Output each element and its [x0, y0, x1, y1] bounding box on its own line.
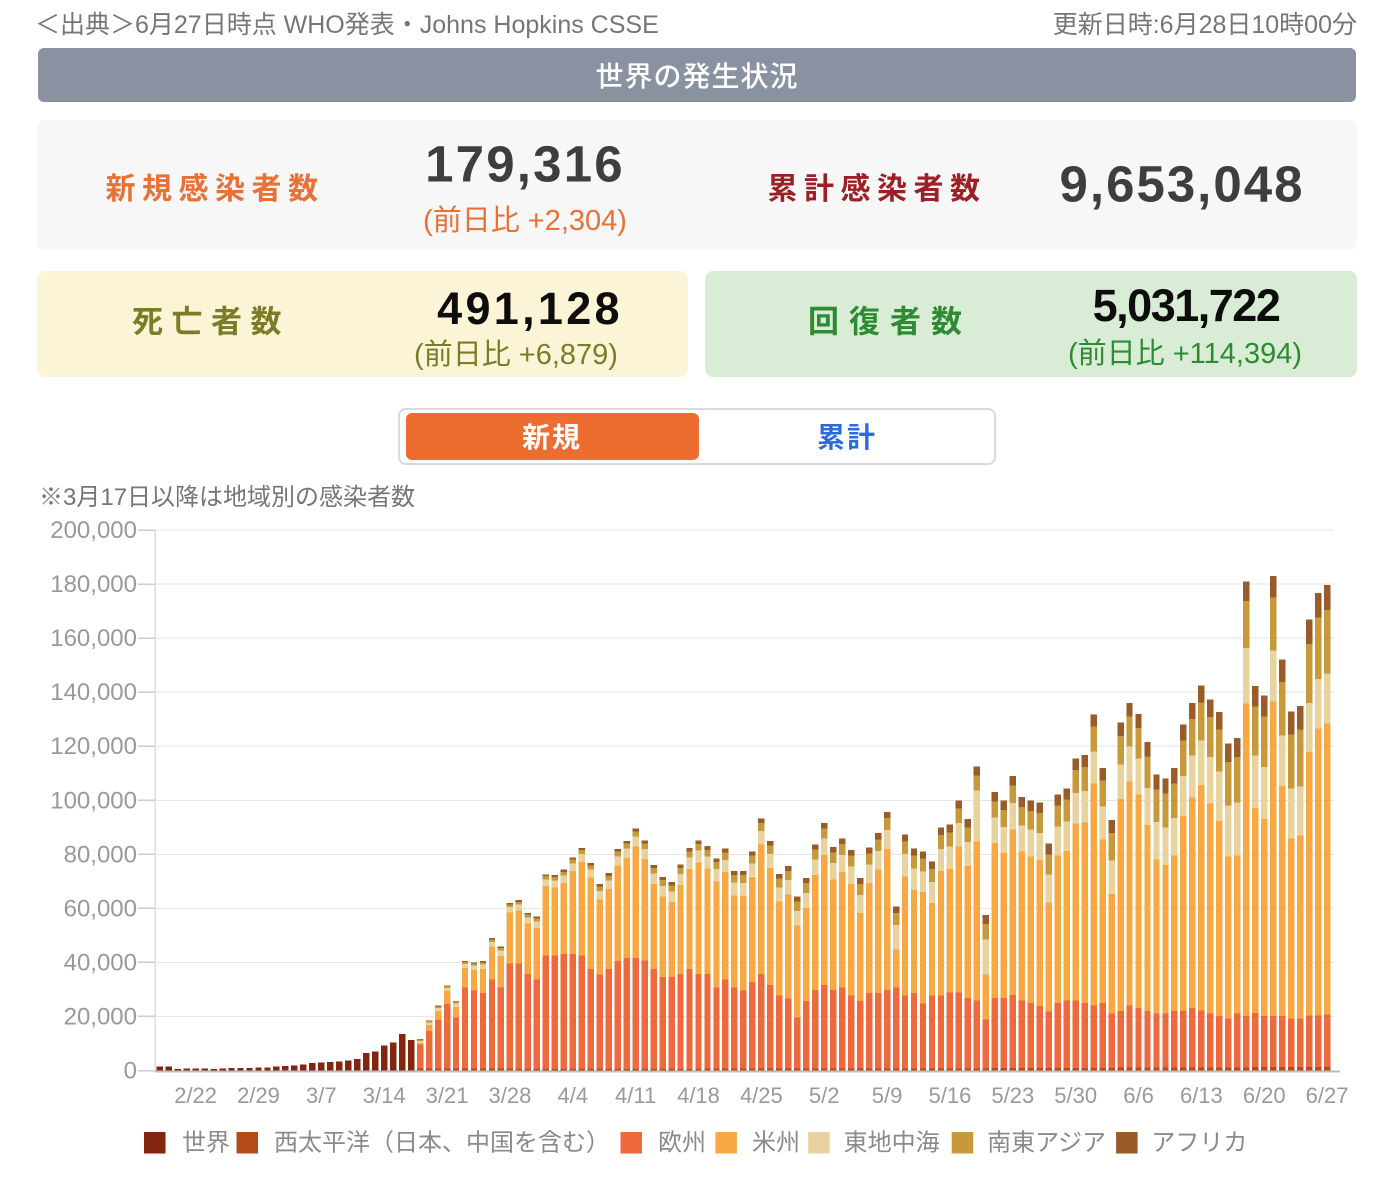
- svg-text:南東アジア: 南東アジア: [987, 1130, 1106, 1157]
- svg-text:6/6: 6/6: [1123, 1083, 1154, 1108]
- svg-text:米州: 米州: [752, 1130, 800, 1157]
- svg-text:2/29: 2/29: [237, 1083, 280, 1108]
- svg-text:100,000: 100,000: [50, 787, 137, 814]
- svg-text:140,000: 140,000: [50, 679, 137, 706]
- svg-text:世界: 世界: [182, 1130, 230, 1157]
- svg-text:180,000: 180,000: [50, 571, 137, 598]
- svg-text:4/18: 4/18: [677, 1083, 720, 1108]
- svg-text:5/16: 5/16: [929, 1083, 972, 1108]
- svg-text:5/30: 5/30: [1054, 1083, 1097, 1108]
- svg-text:200,000: 200,000: [50, 517, 137, 544]
- svg-text:3/14: 3/14: [363, 1083, 406, 1108]
- svg-text:欧州: 欧州: [658, 1130, 706, 1157]
- svg-text:0: 0: [124, 1058, 137, 1085]
- svg-text:5/9: 5/9: [872, 1083, 903, 1108]
- svg-text:3/7: 3/7: [306, 1083, 337, 1108]
- svg-text:160,000: 160,000: [50, 625, 137, 652]
- svg-text:西太平洋（日本、中国を含む）: 西太平洋（日本、中国を含む）: [274, 1130, 610, 1157]
- svg-text:6/27: 6/27: [1306, 1083, 1349, 1108]
- svg-text:40,000: 40,000: [64, 949, 137, 976]
- svg-text:20,000: 20,000: [64, 1003, 137, 1030]
- svg-text:80,000: 80,000: [64, 841, 137, 868]
- svg-text:3/21: 3/21: [426, 1083, 469, 1108]
- svg-text:6/20: 6/20: [1243, 1083, 1286, 1108]
- svg-text:4/11: 4/11: [615, 1083, 656, 1108]
- svg-text:東地中海: 東地中海: [844, 1130, 940, 1157]
- svg-text:3/28: 3/28: [489, 1083, 532, 1108]
- svg-text:2/22: 2/22: [174, 1083, 217, 1108]
- svg-text:120,000: 120,000: [50, 733, 137, 760]
- svg-text:5/2: 5/2: [809, 1083, 840, 1108]
- svg-text:4/4: 4/4: [557, 1083, 588, 1108]
- svg-text:60,000: 60,000: [64, 895, 137, 922]
- svg-text:アフリカ: アフリカ: [1151, 1130, 1247, 1157]
- svg-text:6/13: 6/13: [1180, 1083, 1223, 1108]
- svg-text:5/23: 5/23: [991, 1083, 1034, 1108]
- svg-text:4/25: 4/25: [740, 1083, 783, 1108]
